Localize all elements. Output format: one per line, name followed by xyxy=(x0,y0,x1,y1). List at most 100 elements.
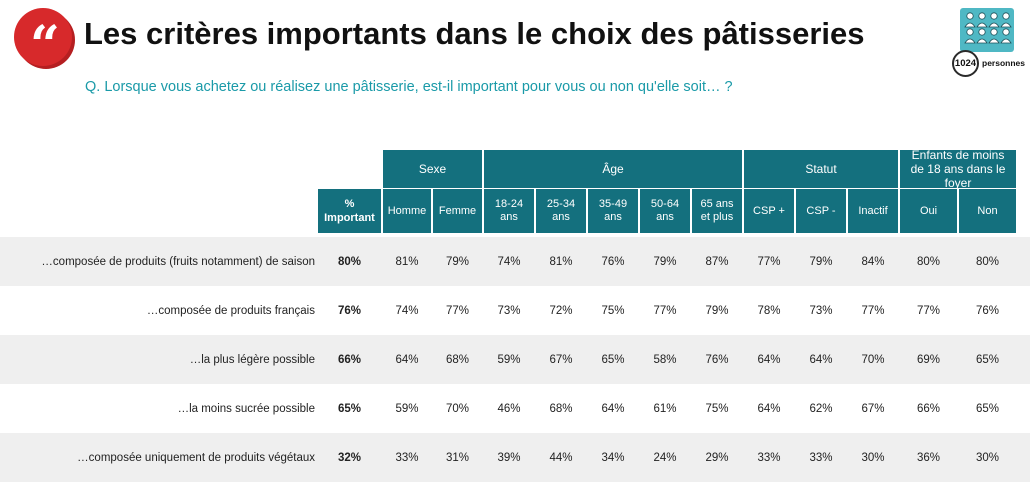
col-header-line1: CSP - xyxy=(806,204,836,217)
table-cell: 84% xyxy=(861,255,885,268)
table-cell: 39% xyxy=(497,451,521,464)
col-header-line1: Homme xyxy=(387,204,427,217)
col-header-line1: CSP + xyxy=(753,204,785,217)
table-cell: 73% xyxy=(809,304,833,317)
table-cell: 79% xyxy=(809,255,833,268)
table-cell: 33% xyxy=(757,451,781,464)
table-cell: 79% xyxy=(445,255,470,268)
col-header-oui: Oui xyxy=(900,189,957,233)
table-cell: 70% xyxy=(861,353,885,366)
table-cell: 34% xyxy=(601,451,625,464)
col-header-non: Non xyxy=(959,189,1016,233)
col-header-line2: ans xyxy=(552,211,570,223)
table-cell: 81% xyxy=(395,255,419,268)
group-header-enfants: Enfants de moins de 18 ans dans le foyer xyxy=(900,148,1016,190)
col-header-femme: Femme xyxy=(433,189,482,233)
table-cell: 77% xyxy=(445,304,470,317)
row-label: …composée de produits (fruits notamment)… xyxy=(41,255,315,268)
table-cell: 33% xyxy=(395,451,419,464)
table-cell: 75% xyxy=(601,304,625,317)
table-cell: 65% xyxy=(601,353,625,366)
table-cell: 30% xyxy=(861,451,885,464)
col-header-18-24: 18-24 ans xyxy=(484,189,534,233)
quote-logo: “ xyxy=(14,8,72,72)
table-row: …composée uniquement de produits végétau… xyxy=(0,433,1030,482)
table-cell: 69% xyxy=(916,353,941,366)
table-cell: 64% xyxy=(601,402,625,415)
table-cell: 64% xyxy=(395,353,419,366)
row-label: …composée uniquement de produits végétau… xyxy=(77,451,315,464)
row-label: …la moins sucrée possible xyxy=(177,402,315,415)
table-cell: 70% xyxy=(445,402,470,415)
col-header-line1: 50-64 xyxy=(650,198,680,210)
table-cell: 64% xyxy=(757,402,781,415)
table-cell: 80% xyxy=(975,255,1000,268)
table-cell: 59% xyxy=(395,402,419,415)
important-value: 65% xyxy=(337,402,362,415)
important-header: % Important xyxy=(318,189,381,233)
col-header-line1: Oui xyxy=(919,204,938,217)
table-cell: 74% xyxy=(497,255,521,268)
table-cell: 33% xyxy=(809,451,833,464)
table-cell: 65% xyxy=(975,402,1000,415)
col-header-line1: Inactif xyxy=(858,204,888,217)
table-cell: 72% xyxy=(549,304,573,317)
table-cell: 31% xyxy=(445,451,470,464)
table-cell: 24% xyxy=(653,451,677,464)
important-value: 80% xyxy=(337,255,362,268)
important-value: 66% xyxy=(337,353,362,366)
table-cell: 77% xyxy=(861,304,885,317)
col-header-25-34: 25-34 ans xyxy=(536,189,586,233)
respondents-count: 1024 xyxy=(952,50,979,77)
col-header-inactif: Inactif xyxy=(848,189,898,233)
table-cell: 87% xyxy=(705,255,729,268)
important-value: 76% xyxy=(337,304,362,317)
table-cell: 78% xyxy=(757,304,781,317)
group-header-statut: Statut xyxy=(744,150,898,188)
col-header-50-64: 50-64 ans xyxy=(640,189,690,233)
respondents-badge: 1024 personnes xyxy=(952,6,1025,77)
table-row: …la moins sucrée possible 65% 59% 70% 46… xyxy=(0,384,1030,433)
group-header-age: Âge xyxy=(484,150,742,188)
col-header-line1: 35-49 xyxy=(598,198,628,210)
people-group-icon xyxy=(960,8,1014,52)
table-row: …la plus légère possible 66% 64% 68% 59%… xyxy=(0,335,1030,384)
col-header-line2: et plus xyxy=(700,211,734,223)
survey-question: Q. Lorsque vous achetez ou réalisez une … xyxy=(85,79,733,95)
table-cell: 74% xyxy=(395,304,419,317)
important-value: 32% xyxy=(337,451,362,464)
table-cell: 80% xyxy=(916,255,941,268)
table-cell: 76% xyxy=(705,353,729,366)
table-cell: 66% xyxy=(916,402,941,415)
col-header-line1: 18-24 xyxy=(494,198,524,210)
table-cell: 67% xyxy=(549,353,573,366)
table-cell: 76% xyxy=(601,255,625,268)
col-header-homme: Homme xyxy=(383,189,431,233)
row-label: …la plus légère possible xyxy=(189,353,315,366)
table-cell: 79% xyxy=(653,255,677,268)
table-cell: 76% xyxy=(975,304,1000,317)
table-row: …composée de produits (fruits notamment)… xyxy=(0,237,1030,286)
table-cell: 46% xyxy=(497,402,521,415)
table-cell: 79% xyxy=(705,304,729,317)
page-title: Les critères importants dans le choix de… xyxy=(84,16,865,51)
col-header-line1: Femme xyxy=(438,204,477,217)
table-row: …composée de produits français 76% 74% 7… xyxy=(0,286,1030,335)
table-cell: 81% xyxy=(549,255,573,268)
table-cell: 61% xyxy=(653,402,677,415)
table-cell: 73% xyxy=(497,304,521,317)
table-cell: 77% xyxy=(653,304,677,317)
col-header-line2: ans xyxy=(500,211,518,223)
col-header-65-plus: 65 ans et plus xyxy=(692,189,742,233)
table-cell: 59% xyxy=(497,353,521,366)
col-header-35-49: 35-49 ans xyxy=(588,189,638,233)
col-header-line1: Non xyxy=(977,204,998,217)
col-header-csp-plus: CSP + xyxy=(744,189,794,233)
col-header-line1: 25-34 xyxy=(546,198,576,210)
table-cell: 30% xyxy=(975,451,1000,464)
table-cell: 77% xyxy=(916,304,941,317)
table-cell: 29% xyxy=(705,451,729,464)
table-cell: 58% xyxy=(653,353,677,366)
table-cell: 68% xyxy=(549,402,573,415)
col-header-line2: ans xyxy=(604,211,622,223)
